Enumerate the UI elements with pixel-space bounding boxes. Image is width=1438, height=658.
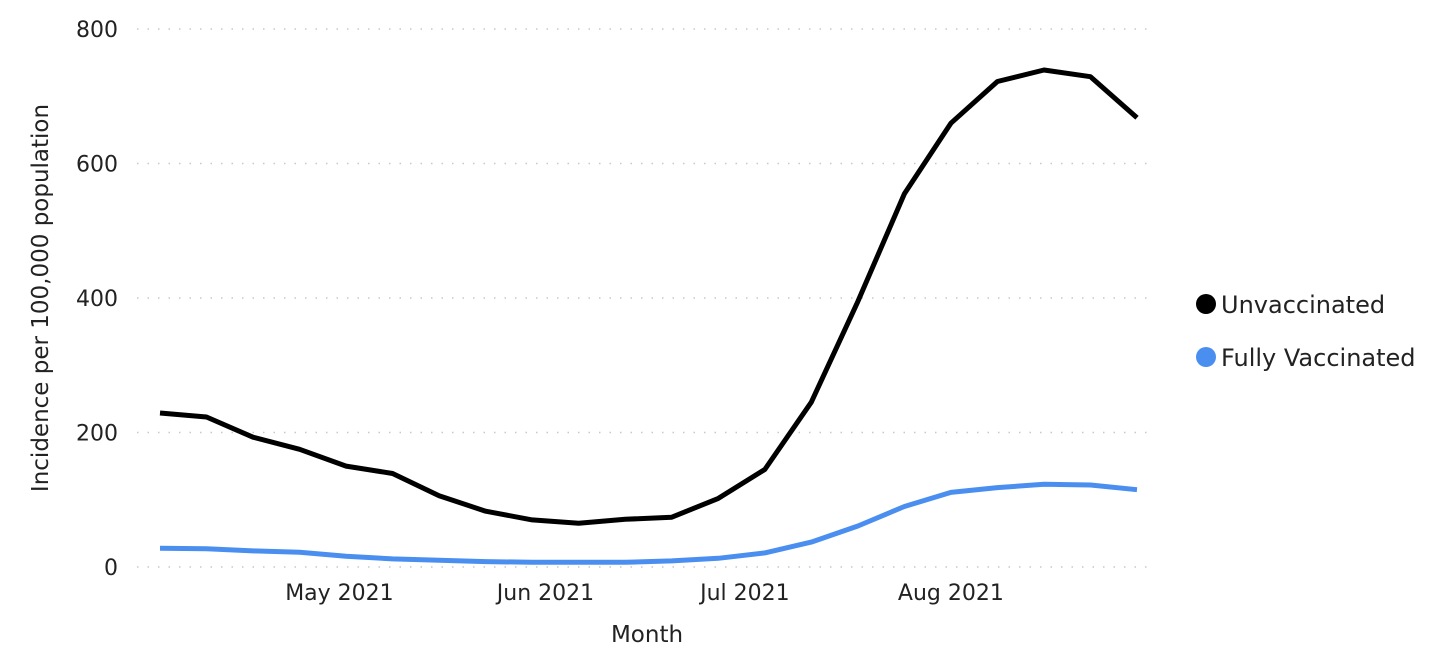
y-tick-label: 400 bbox=[76, 287, 118, 312]
y-tick-label: 600 bbox=[76, 153, 118, 178]
legend-marker bbox=[1196, 294, 1216, 314]
y-axis-ticks: 0 200 400 600 800 bbox=[76, 18, 118, 581]
x-tick-label: Jul 2021 bbox=[698, 581, 790, 606]
legend: Unvaccinated Fully Vaccinated bbox=[1196, 291, 1416, 372]
legend-label: Fully Vaccinated bbox=[1221, 344, 1416, 372]
legend-marker bbox=[1196, 347, 1216, 367]
series-line-unvaccinated bbox=[159, 67, 1139, 526]
x-tick-label: Aug 2021 bbox=[898, 581, 1004, 606]
gridlines bbox=[137, 28, 1150, 568]
y-tick-label: 200 bbox=[76, 422, 118, 447]
y-tick-label: 0 bbox=[104, 556, 118, 581]
series-line-fully-vaccinated bbox=[159, 481, 1138, 565]
x-axis-ticks: May 2021 Jun 2021 Jul 2021 Aug 2021 bbox=[285, 581, 1004, 606]
series-lines bbox=[159, 67, 1139, 565]
y-axis-title: Incidence per 100,000 population bbox=[28, 104, 54, 492]
x-axis-title: Month bbox=[611, 622, 683, 648]
x-tick-label: May 2021 bbox=[285, 581, 393, 606]
x-tick-label: Jun 2021 bbox=[495, 581, 594, 606]
legend-label: Unvaccinated bbox=[1221, 291, 1385, 319]
y-tick-label: 800 bbox=[76, 18, 118, 43]
